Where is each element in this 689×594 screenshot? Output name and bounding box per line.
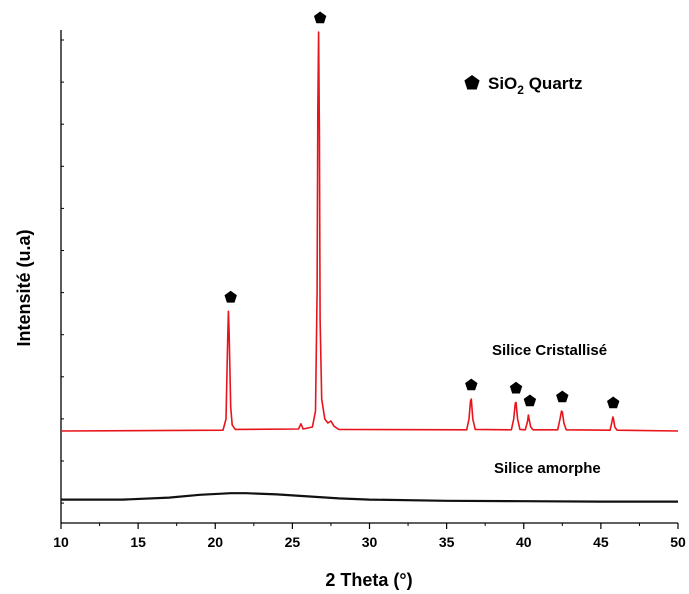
legend-text: SiO bbox=[488, 74, 517, 93]
y-axis-label: Intensité (u.a) bbox=[14, 229, 34, 346]
series-line-amorphous bbox=[61, 492, 678, 503]
legend-text-tail: Quartz bbox=[524, 74, 583, 93]
x-tick-label: 25 bbox=[285, 534, 301, 550]
x-axis-label: 2 Theta (°) bbox=[325, 570, 412, 590]
peak-marker-pentagon-icon bbox=[314, 11, 327, 24]
peak-marker-pentagon-icon bbox=[465, 378, 478, 391]
x-tick-label: 20 bbox=[207, 534, 223, 550]
legend: SiO2 Quartz bbox=[464, 74, 583, 97]
peak-marker-pentagon-icon bbox=[509, 381, 523, 394]
legend-subscript: 2 bbox=[517, 83, 524, 97]
x-tick-label: 10 bbox=[53, 534, 69, 550]
svg-text:SiO2 Quartz: SiO2 Quartz bbox=[488, 74, 583, 97]
axes: 10 15 20 25 30 35 40 45 50 bbox=[53, 30, 686, 550]
series-layer bbox=[60, 31, 679, 503]
peak-marker-pentagon-icon bbox=[556, 390, 569, 403]
x-tick-label: 15 bbox=[130, 534, 146, 550]
x-tick-label: 40 bbox=[516, 534, 532, 550]
annotation-silice-cristallise: Silice Cristallisé bbox=[492, 342, 607, 359]
x-tick-label: 50 bbox=[670, 534, 686, 550]
peak-marker-pentagon-icon bbox=[523, 394, 537, 407]
annotation-silice-amorphe: Silice amorphe bbox=[494, 460, 601, 477]
peak-marker-pentagon-icon bbox=[607, 396, 620, 409]
x-tick-label: 35 bbox=[439, 534, 455, 550]
x-tick-label: 45 bbox=[593, 534, 609, 550]
peak-marker-pentagon-icon bbox=[224, 290, 237, 303]
peak-markers bbox=[224, 11, 620, 409]
legend-pentagon-icon bbox=[464, 75, 480, 90]
x-tick-label: 30 bbox=[362, 534, 378, 550]
series-line-crystalline bbox=[60, 31, 679, 432]
